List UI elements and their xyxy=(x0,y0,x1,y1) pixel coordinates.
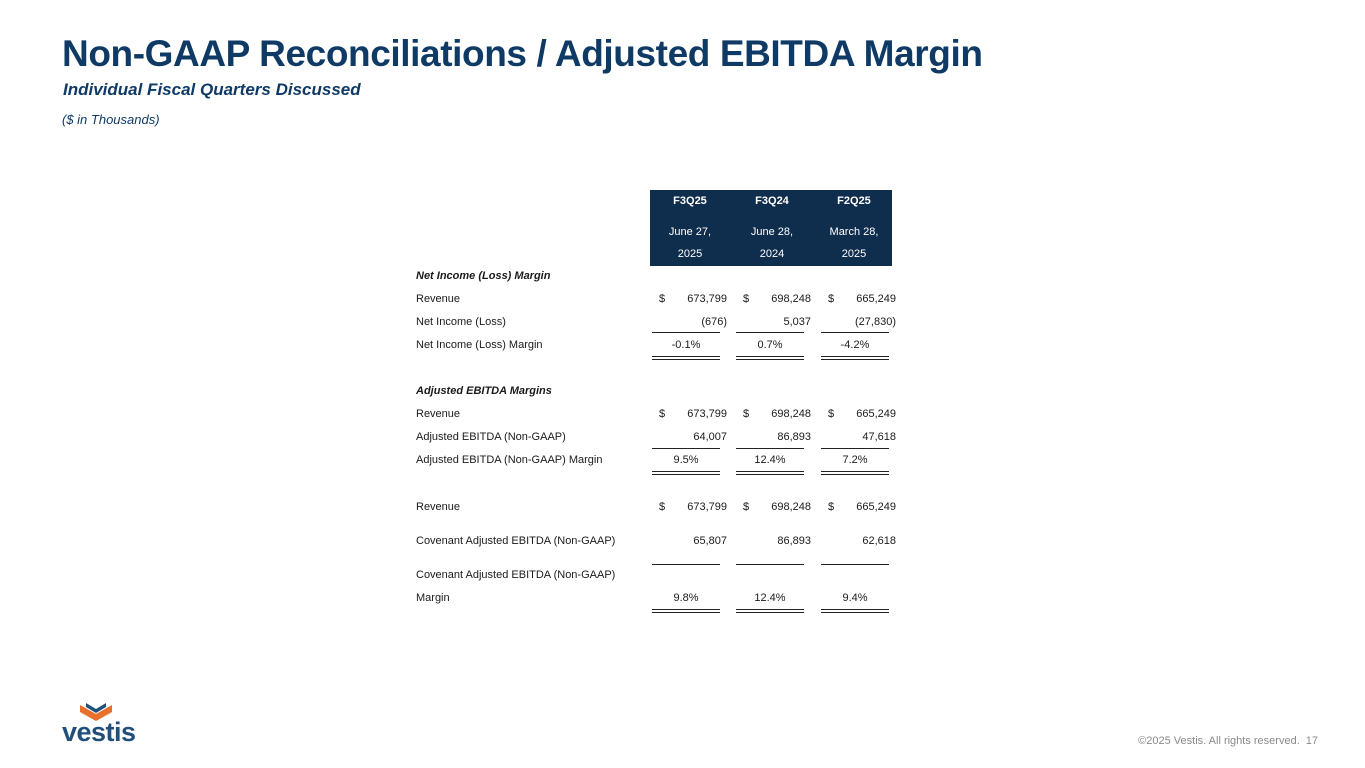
cell-value: 12.4% xyxy=(754,454,786,466)
double-underline xyxy=(736,609,804,613)
underline xyxy=(821,332,889,333)
currency-symbol: $ xyxy=(743,293,750,305)
currency-symbol: $ xyxy=(828,293,835,305)
double-underline xyxy=(652,471,720,475)
logo-chevron-icon xyxy=(80,703,112,721)
underline xyxy=(821,448,889,449)
cell-value: 9.5% xyxy=(673,454,699,466)
column-date-line1: March 28, xyxy=(829,226,879,238)
currency-symbol: $ xyxy=(743,408,750,420)
row-label: Net Income (Loss) Margin xyxy=(416,339,543,351)
cell-value: 665,249 xyxy=(856,501,896,513)
cell-value: -0.1% xyxy=(671,339,701,351)
cell-value: (676) xyxy=(701,316,727,328)
underline xyxy=(736,448,804,449)
cell-value: 665,249 xyxy=(856,293,896,305)
currency-symbol: $ xyxy=(659,408,666,420)
cell-value: -4.2% xyxy=(840,339,870,351)
currency-symbol: $ xyxy=(659,501,666,513)
column-date-line1: June 28, xyxy=(750,226,794,238)
row-label: Net Income (Loss) xyxy=(416,316,506,328)
table-header: F3Q25 June 27, 2025 F3Q24 June 28, 2024 … xyxy=(650,190,892,266)
cell-value: 698,248 xyxy=(771,293,811,305)
row-label: Revenue xyxy=(416,293,461,305)
row-label: Covenant Adjusted EBITDA (Non-GAAP) xyxy=(416,569,616,581)
footer: ©2025 Vestis. All rights reserved. 17 xyxy=(1138,735,1318,747)
cell-value: 7.2% xyxy=(842,454,868,466)
cell-value: 9.4% xyxy=(842,592,868,604)
underline xyxy=(652,448,720,449)
row-label: Revenue xyxy=(416,501,461,513)
underline xyxy=(736,564,804,565)
row-label: Adjusted EBITDA (Non-GAAP) Margin xyxy=(416,454,603,466)
cell-value: 0.7% xyxy=(757,339,783,351)
currency-symbol: $ xyxy=(743,501,750,513)
cell-value: 9.8% xyxy=(673,592,699,604)
row-label-continued: Margin xyxy=(416,592,450,604)
cell-value: 673,799 xyxy=(687,293,727,305)
cell-value: 86,893 xyxy=(777,535,811,547)
double-underline xyxy=(652,356,720,360)
double-underline xyxy=(736,356,804,360)
column-period: F3Q25 xyxy=(673,195,707,207)
row-label: Revenue xyxy=(416,408,461,420)
units-note: ($ in Thousands) xyxy=(62,112,160,127)
cell-value: 665,249 xyxy=(856,408,896,420)
cell-value: 698,248 xyxy=(771,501,811,513)
copyright-text: ©2025 Vestis. All rights reserved. xyxy=(1138,735,1300,747)
double-underline xyxy=(821,609,889,613)
cell-value: 673,799 xyxy=(687,501,727,513)
column-date-line2: 2024 xyxy=(759,248,785,260)
underline xyxy=(652,332,720,333)
cell-value: 47,618 xyxy=(862,431,896,443)
vestis-logo: vestis xyxy=(62,703,146,749)
cell-value: 673,799 xyxy=(687,408,727,420)
currency-symbol: $ xyxy=(659,293,666,305)
row-label: Adjusted EBITDA (Non-GAAP) xyxy=(416,431,566,443)
underline xyxy=(821,564,889,565)
cell-value: 12.4% xyxy=(754,592,786,604)
logo-wordmark: vestis xyxy=(62,717,136,747)
column-period: F2Q25 xyxy=(837,195,871,207)
double-underline xyxy=(821,356,889,360)
cell-value: 698,248 xyxy=(771,408,811,420)
cell-value: 64,007 xyxy=(693,431,727,443)
column-date-line2: 2025 xyxy=(677,248,703,260)
row-label: Covenant Adjusted EBITDA (Non-GAAP) xyxy=(416,535,616,547)
section-heading-net-income: Net Income (Loss) Margin xyxy=(416,270,551,282)
cell-value: (27,830) xyxy=(855,316,896,328)
page-subtitle: Individual Fiscal Quarters Discussed xyxy=(63,80,361,99)
page-number: 17 xyxy=(1305,735,1318,747)
cell-value: 5,037 xyxy=(783,316,811,328)
double-underline xyxy=(736,471,804,475)
underline xyxy=(736,332,804,333)
column-date-line1: June 27, xyxy=(668,226,712,238)
section-heading-adjusted-ebitda: Adjusted EBITDA Margins xyxy=(416,385,552,397)
column-date-line2: 2025 xyxy=(841,248,867,260)
page-title: Non-GAAP Reconciliations / Adjusted EBIT… xyxy=(62,33,983,74)
column-period: F3Q24 xyxy=(755,195,789,207)
cell-value: 65,807 xyxy=(693,535,727,547)
underline xyxy=(652,564,720,565)
currency-symbol: $ xyxy=(828,501,835,513)
double-underline xyxy=(821,471,889,475)
cell-value: 86,893 xyxy=(777,431,811,443)
double-underline xyxy=(652,609,720,613)
currency-symbol: $ xyxy=(828,408,835,420)
cell-value: 62,618 xyxy=(862,535,896,547)
